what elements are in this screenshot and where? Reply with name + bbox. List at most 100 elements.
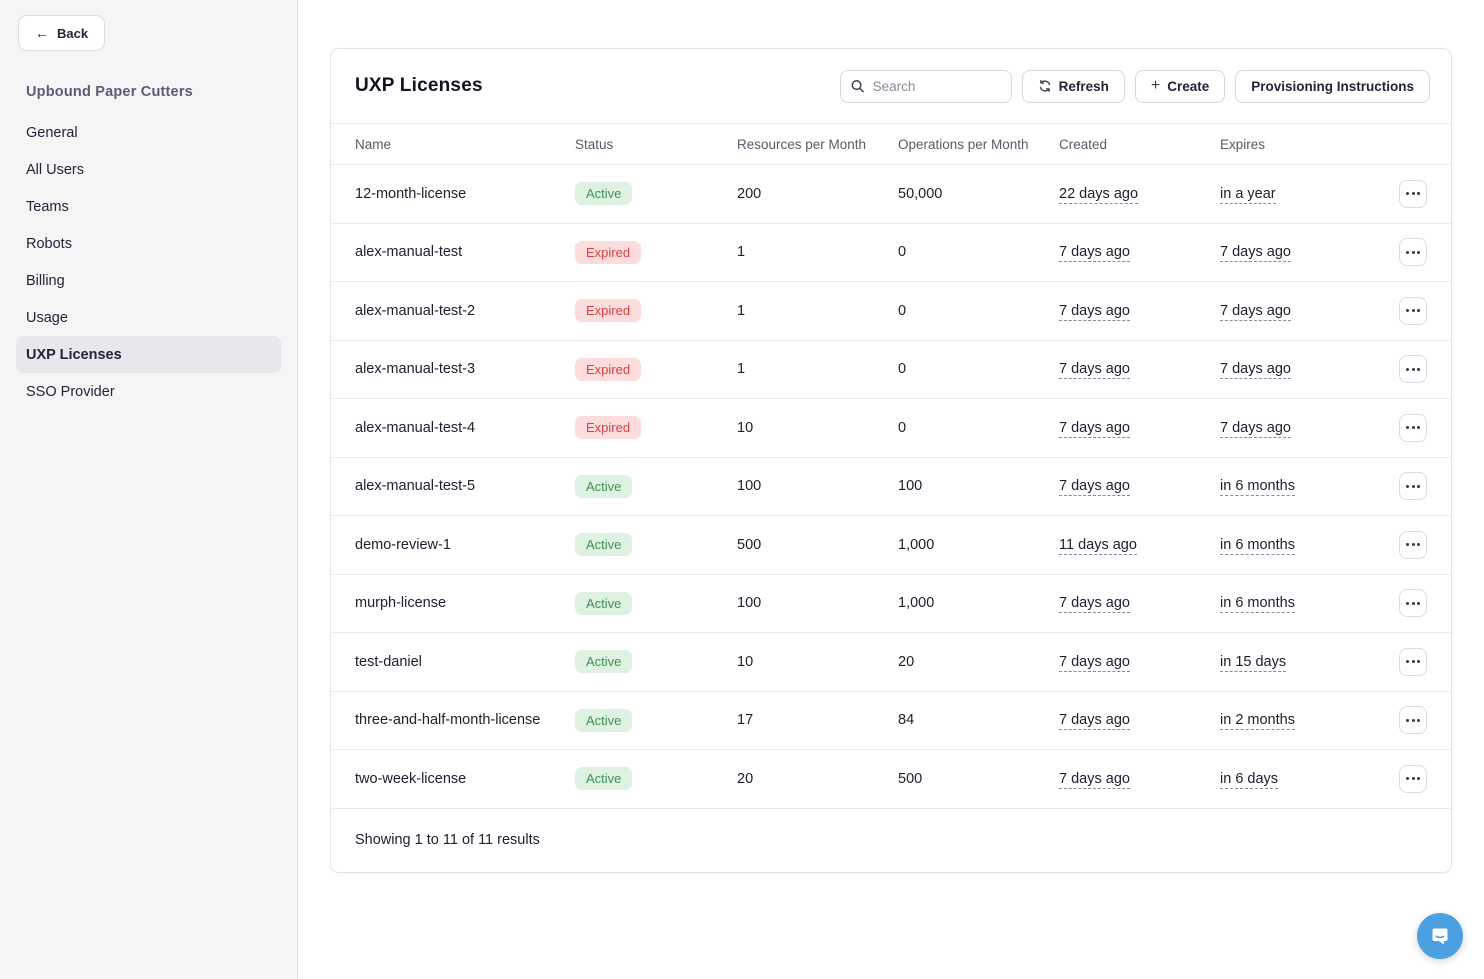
license-name: alex-manual-test-3 xyxy=(355,361,476,378)
back-button[interactable]: ← Back xyxy=(18,15,106,51)
expires-cell: 7 days ago xyxy=(1220,361,1387,380)
sidebar-item-usage[interactable]: Usage xyxy=(26,309,68,326)
row-actions-button[interactable] xyxy=(1399,589,1427,618)
expires-relative-time[interactable]: in 6 months xyxy=(1220,478,1295,497)
expires-relative-time[interactable]: 7 days ago xyxy=(1220,302,1291,321)
status-badge: Expired xyxy=(575,357,642,381)
resources-per-month-cell: 500 xyxy=(737,536,762,553)
table-row: three-and-half-month-license Active 17 84 7 … xyxy=(331,692,1451,750)
operations-per-month-cell: 500 xyxy=(898,770,923,787)
operations-per-month-cell: 50,000 xyxy=(898,185,943,202)
expires-relative-time[interactable]: 7 days ago xyxy=(1220,419,1291,438)
table-row: alex-manual-test Expired 1 0 7 days ago 7 day… xyxy=(331,224,1451,282)
row-actions-button[interactable] xyxy=(1399,647,1427,676)
resources-per-month-cell: 200 xyxy=(737,185,762,202)
license-name: test-daniel xyxy=(355,653,422,670)
sidebar-item-sso-provider[interactable]: SSO Provider xyxy=(26,383,115,400)
expires-cell: in 6 days xyxy=(1220,770,1387,789)
results-count: Showing 1 to 11 of 11 results xyxy=(355,832,540,848)
row-actions-button[interactable] xyxy=(1399,355,1427,384)
created-relative-time[interactable]: 7 days ago xyxy=(1059,419,1130,438)
chat-launcher-button[interactable] xyxy=(1417,913,1463,959)
row-actions-button[interactable] xyxy=(1399,296,1427,325)
license-name: alex-manual-test-5 xyxy=(355,478,476,495)
license-name: alex-manual-test-4 xyxy=(355,419,476,436)
created-cell: 7 days ago xyxy=(1059,770,1220,789)
created-relative-time[interactable]: 7 days ago xyxy=(1059,478,1130,497)
toolbar: Refresh + Create Provisioning Instructio… xyxy=(839,69,1430,103)
expires-relative-time[interactable]: in 6 months xyxy=(1220,595,1295,614)
back-arrow-icon: ← xyxy=(35,25,49,41)
expires-relative-time[interactable]: in 2 months xyxy=(1220,712,1295,731)
sidebar-item-teams[interactable]: Teams xyxy=(26,198,69,215)
license-name: murph-license xyxy=(355,595,447,612)
table-row: alex-manual-test-3 Expired 1 0 7 days ago 7 d… xyxy=(331,341,1451,399)
resources-per-month-cell: 1 xyxy=(737,361,746,378)
create-button[interactable]: + Create xyxy=(1134,69,1226,103)
operations-per-month-cell: 20 xyxy=(898,653,915,670)
license-name: two-week-license xyxy=(355,770,467,787)
row-actions-button[interactable] xyxy=(1399,530,1427,559)
settings-sidebar: ← Back Upbound Paper Cutters General All … xyxy=(0,0,298,979)
operations-per-month-cell: 0 xyxy=(898,302,907,319)
search-icon xyxy=(851,80,864,93)
created-relative-time[interactable]: 22 days ago xyxy=(1059,185,1139,204)
table-row: demo-review-1 Active 500 1,000 11 days ago in… xyxy=(331,516,1451,575)
org-name: Upbound Paper Cutters xyxy=(26,84,193,100)
created-relative-time[interactable]: 7 days ago xyxy=(1059,712,1130,731)
status-cell: Active xyxy=(575,533,737,557)
created-relative-time[interactable]: 7 days ago xyxy=(1059,361,1130,380)
expires-cell: in 6 months xyxy=(1220,536,1387,555)
refresh-button[interactable]: Refresh xyxy=(1021,69,1125,103)
expires-relative-time[interactable]: in 6 months xyxy=(1220,536,1295,555)
status-badge: Active xyxy=(575,533,633,557)
status-cell: Active xyxy=(575,767,737,791)
created-relative-time[interactable]: 7 days ago xyxy=(1059,595,1130,614)
created-relative-time[interactable]: 11 days ago xyxy=(1059,536,1137,555)
created-relative-time[interactable]: 7 days ago xyxy=(1059,244,1130,263)
sidebar-item-general[interactable]: General xyxy=(26,124,78,141)
created-relative-time[interactable]: 7 days ago xyxy=(1059,302,1130,321)
status-cell: Expired xyxy=(575,357,737,381)
sidebar-item-robots[interactable]: Robots xyxy=(26,235,72,252)
row-actions-button[interactable] xyxy=(1399,179,1427,208)
status-badge: Active xyxy=(575,708,633,732)
table-row: alex-manual-test-2 Expired 1 0 7 days ago 7 d… xyxy=(331,282,1451,341)
column-header-status: Status xyxy=(575,136,614,152)
row-actions-button[interactable] xyxy=(1399,706,1427,735)
create-button-label: Create xyxy=(1167,78,1210,94)
license-name: alex-manual-test xyxy=(355,244,463,261)
license-name: 12-month-license xyxy=(355,185,467,202)
table-footer: Showing 1 to 11 of 11 results xyxy=(331,809,1451,872)
created-relative-time[interactable]: 7 days ago xyxy=(1059,653,1130,672)
expires-cell: in 2 months xyxy=(1220,712,1387,731)
row-actions-button[interactable] xyxy=(1399,413,1427,442)
expires-relative-time[interactable]: 7 days ago xyxy=(1220,244,1291,263)
sidebar-item-billing[interactable]: Billing xyxy=(26,272,65,289)
column-header-name: Name xyxy=(355,136,392,152)
sidebar-item-uxp-licenses[interactable]: UXP Licenses xyxy=(16,336,281,373)
refresh-icon xyxy=(1039,80,1050,92)
table-row: alex-manual-test-5 Active 100 100 7 days ago… xyxy=(331,458,1451,516)
provisioning-instructions-button[interactable]: Provisioning Instructions xyxy=(1235,69,1430,103)
resources-per-month-cell: 17 xyxy=(737,712,754,729)
main-content: UXP Licenses xyxy=(298,0,1484,979)
resources-per-month-cell: 20 xyxy=(737,770,754,787)
status-cell: Active xyxy=(575,591,737,615)
expires-relative-time[interactable]: in 15 days xyxy=(1220,653,1287,672)
row-actions-button[interactable] xyxy=(1399,238,1427,267)
row-actions-button[interactable] xyxy=(1399,764,1427,793)
resources-per-month-cell: 100 xyxy=(737,595,762,612)
search-input[interactable] xyxy=(839,69,1012,103)
license-name: alex-manual-test-2 xyxy=(355,302,476,319)
expires-relative-time[interactable]: in a year xyxy=(1220,185,1276,204)
created-relative-time[interactable]: 7 days ago xyxy=(1059,770,1130,789)
status-badge: Expired xyxy=(575,416,642,440)
license-name: demo-review-1 xyxy=(355,536,451,553)
status-badge: Expired xyxy=(575,299,642,323)
status-cell: Active xyxy=(575,650,737,674)
sidebar-item-all-users[interactable]: All Users xyxy=(26,161,85,178)
expires-relative-time[interactable]: in 6 days xyxy=(1220,770,1279,789)
expires-relative-time[interactable]: 7 days ago xyxy=(1220,361,1291,380)
row-actions-button[interactable] xyxy=(1399,472,1427,501)
